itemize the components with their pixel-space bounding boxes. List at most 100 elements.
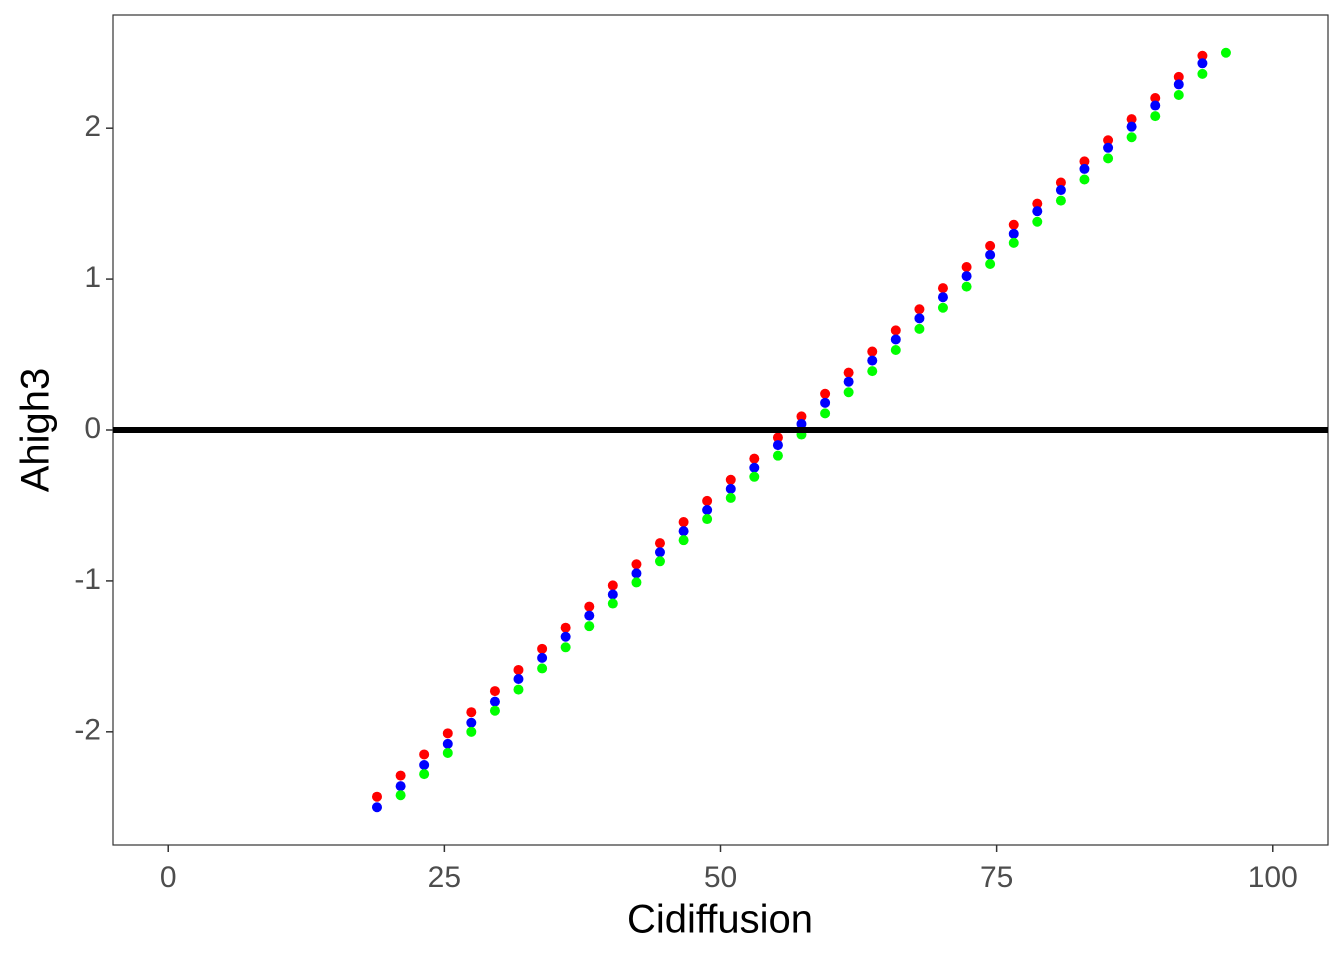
x-tick-label: 0 (160, 861, 177, 894)
point (1055, 195, 1066, 206)
point (1126, 121, 1137, 132)
y-tick-label: -2 (74, 714, 101, 747)
y-tick-label: 2 (84, 110, 101, 143)
point (654, 547, 665, 558)
point (1079, 156, 1090, 167)
point (678, 517, 689, 528)
point (890, 325, 901, 336)
point (820, 408, 831, 419)
point (442, 728, 453, 739)
point (725, 474, 736, 485)
point (1079, 163, 1090, 174)
point (1103, 153, 1114, 164)
point (1150, 111, 1161, 122)
point (725, 492, 736, 503)
point (1055, 185, 1066, 196)
point (537, 643, 548, 654)
x-tick-label: 25 (428, 861, 461, 894)
point (1173, 79, 1184, 90)
point (513, 664, 524, 675)
point (1150, 93, 1161, 103)
y-tick-label: -1 (74, 563, 101, 596)
x-tick-label: 50 (704, 861, 737, 894)
point (466, 717, 477, 728)
point (678, 535, 689, 546)
point (1197, 68, 1208, 79)
point (607, 598, 618, 609)
x-axis-title: Cidiffusion (627, 898, 813, 942)
x-tick-label: 100 (1248, 861, 1298, 894)
point (419, 749, 430, 760)
point (654, 556, 665, 567)
point (796, 418, 807, 429)
point (466, 707, 477, 718)
point (607, 580, 618, 591)
point (654, 538, 665, 549)
point (702, 504, 713, 515)
point (749, 471, 760, 482)
point (560, 642, 571, 653)
point (1126, 132, 1137, 143)
point (843, 387, 854, 398)
point (820, 388, 831, 399)
point (1079, 174, 1090, 185)
point (1032, 216, 1043, 227)
point (1220, 47, 1231, 58)
point (937, 302, 948, 313)
point (961, 271, 972, 282)
point (961, 281, 972, 292)
point (890, 334, 901, 345)
point (937, 292, 948, 303)
point (1103, 135, 1114, 146)
point (442, 747, 453, 758)
point (395, 790, 406, 801)
point (749, 462, 760, 473)
point (1008, 228, 1019, 239)
point (631, 559, 642, 570)
point (537, 663, 548, 674)
point (937, 283, 948, 294)
point (489, 705, 500, 716)
y-tick-label: 1 (84, 261, 101, 294)
point (1008, 237, 1019, 248)
point (867, 355, 878, 366)
point (985, 249, 996, 260)
point (772, 440, 783, 451)
point (584, 601, 595, 612)
point (678, 526, 689, 537)
point (1103, 142, 1114, 153)
point (1197, 50, 1208, 61)
point (772, 432, 783, 443)
point (631, 577, 642, 588)
point (1126, 114, 1137, 125)
point (749, 453, 760, 464)
y-tick-label: 0 (84, 412, 101, 445)
point (796, 411, 807, 422)
point (1032, 198, 1043, 209)
point (985, 240, 996, 251)
point (1055, 177, 1066, 188)
point (1173, 71, 1184, 82)
point (560, 631, 571, 642)
point (513, 684, 524, 695)
point (395, 781, 406, 792)
point (985, 259, 996, 269)
point (607, 589, 618, 600)
point (820, 397, 831, 408)
point (1173, 89, 1184, 100)
point (843, 376, 854, 387)
point (914, 313, 925, 324)
point (890, 345, 901, 356)
point (914, 323, 925, 334)
point (914, 304, 925, 315)
point (631, 568, 642, 579)
point (843, 367, 854, 378)
point (560, 622, 571, 633)
point (584, 610, 595, 621)
point (725, 483, 736, 494)
point (513, 674, 524, 684)
y-axis-title: Ahigh3 (14, 368, 58, 493)
point (489, 686, 500, 697)
